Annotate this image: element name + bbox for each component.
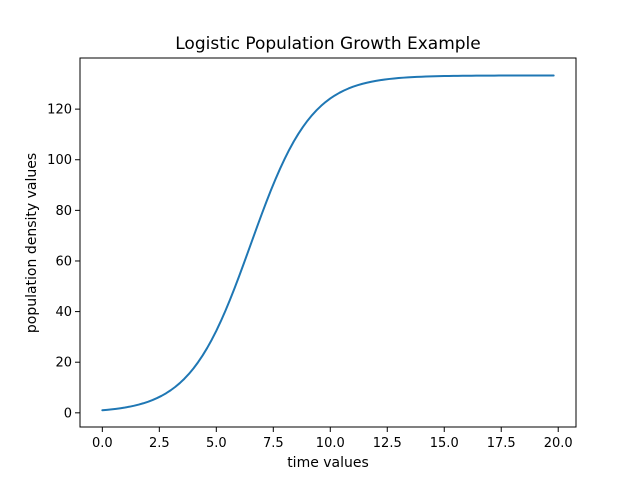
y-axis-ticks: 0 20 40 60 80 100 120 xyxy=(47,103,80,421)
plot-area xyxy=(79,57,577,428)
y-axis-label: population density values xyxy=(24,153,40,333)
x-tick-label: 12.5 xyxy=(373,436,402,451)
series-line-population xyxy=(101,74,555,412)
x-tick-label: 15.0 xyxy=(430,436,459,451)
y-tick-label: 80 xyxy=(55,204,72,219)
x-axis-ticks: 0.0 2.5 5.0 7.5 10.0 12.5 15.0 17.5 20.0 xyxy=(92,427,573,451)
x-tick-label: 10.0 xyxy=(316,436,345,451)
x-tick-label: 7.5 xyxy=(263,436,284,451)
x-tick-label: 2.5 xyxy=(149,436,170,451)
y-tick-label: 60 xyxy=(55,254,72,269)
x-tick-label: 0.0 xyxy=(92,436,113,451)
y-tick-label: 0 xyxy=(64,406,72,421)
axes-frame xyxy=(79,57,577,428)
x-tick-label: 17.5 xyxy=(487,436,516,451)
x-tick-label: 20.0 xyxy=(544,436,573,451)
x-tick-label: 5.0 xyxy=(206,436,227,451)
y-tick-label: 100 xyxy=(47,153,72,168)
x-axis-label: time values xyxy=(287,455,369,471)
y-tick-label: 20 xyxy=(55,356,72,371)
y-tick-label: 120 xyxy=(47,103,72,118)
y-tick-label: 40 xyxy=(55,305,72,320)
chart-title: Logistic Population Growth Example xyxy=(175,34,481,54)
